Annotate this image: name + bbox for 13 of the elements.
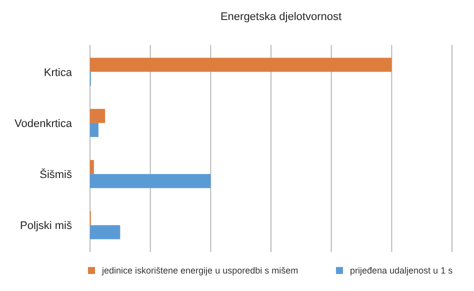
- legend-label: jedinice iskorištene energije u usporedbi s mišem: [101, 266, 298, 276]
- bar: [90, 122, 98, 137]
- y-tick-label: Poljski miš: [20, 220, 72, 232]
- y-tick-label: Vodenkrtica: [14, 118, 73, 130]
- bar: [90, 160, 94, 174]
- legend-label: prijeđena udaljenost u 1 s: [350, 266, 454, 276]
- bar: [90, 58, 392, 72]
- bar: [90, 108, 106, 123]
- y-tick-label: Krtica: [44, 66, 73, 79]
- y-tick-label: Šišmiš: [40, 168, 72, 182]
- chart-title: Energetska djelotvornost: [220, 11, 342, 23]
- bar: [90, 225, 120, 240]
- bar: [90, 174, 211, 188]
